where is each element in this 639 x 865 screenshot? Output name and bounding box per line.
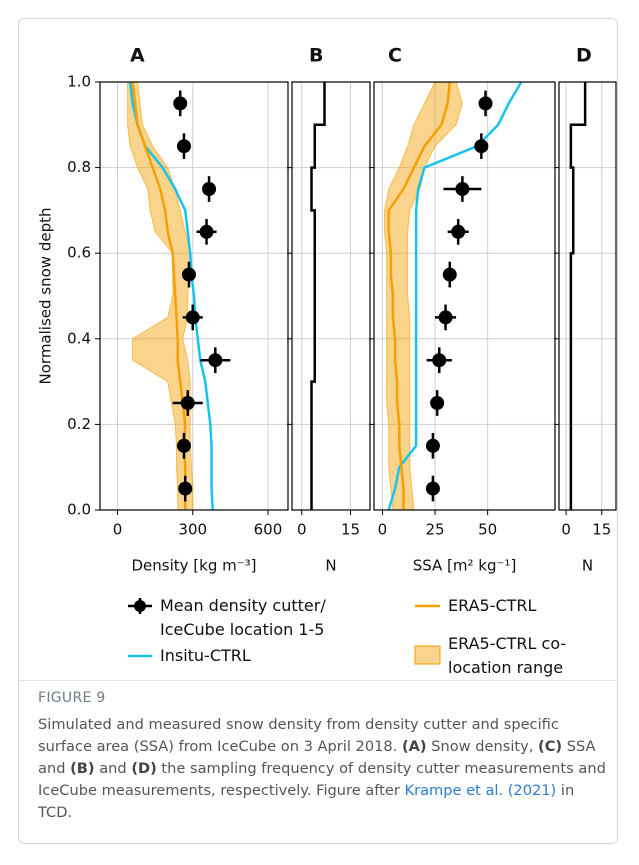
axes-frame <box>99 81 289 511</box>
axes-frame <box>373 81 556 511</box>
x-tick-label: 0 <box>113 521 123 539</box>
y-axis-label: Normalised snow depth <box>37 208 55 385</box>
point <box>176 438 191 453</box>
caption-text: SSA and <box>38 738 596 777</box>
panel-label: D <box>576 45 592 67</box>
profile-line <box>128 82 215 510</box>
y-tick-label: 0.4 <box>67 329 91 347</box>
y-tick-label: 0.8 <box>67 158 91 176</box>
caption-text: the sampling frequency of density cutter… <box>38 760 606 799</box>
axes-frame <box>558 81 617 511</box>
legend-label: Mean density cutter/ IceCube location 1-… <box>160 596 326 639</box>
figure-label: FIGURE 9 <box>38 690 106 706</box>
x-tick-label: 0 <box>378 521 388 539</box>
point <box>430 396 445 410</box>
x-axis-label: SSA [m² kg⁻¹] <box>413 557 517 575</box>
profile-line <box>387 82 452 510</box>
point <box>451 224 466 239</box>
citation-link[interactable]: Krampe et al. (2021) <box>404 782 557 799</box>
y-tick-label: 0.6 <box>67 244 91 262</box>
point <box>185 310 200 325</box>
x-tick-label: 25 <box>425 521 444 539</box>
point <box>208 353 223 368</box>
x-tick-label: 300 <box>178 521 207 539</box>
legend-label: ERA5-CTRL co-location range <box>448 634 567 677</box>
point <box>425 481 440 496</box>
profile-line <box>387 82 523 510</box>
x-tick-label: 15 <box>341 521 360 539</box>
point <box>173 96 188 111</box>
point <box>478 96 493 111</box>
point <box>455 182 470 196</box>
caption-text: in TCD. <box>38 782 575 821</box>
point <box>176 139 191 154</box>
point <box>199 224 214 239</box>
y-tick-label: 0.0 <box>67 501 91 519</box>
caption-ref: (B) <box>70 760 95 777</box>
step-line <box>310 82 326 510</box>
legend-label: ERA5-CTRL <box>448 596 537 615</box>
caption-ref: (A) <box>401 738 427 755</box>
point <box>432 353 447 368</box>
x-tick-label: 15 <box>592 521 611 539</box>
divider <box>19 680 619 681</box>
x-tick-label: 0 <box>297 521 307 539</box>
x-axis-label: Density [kg m⁻³] <box>131 557 256 575</box>
point <box>181 267 196 282</box>
x-axis-label: N <box>325 557 336 575</box>
legend-swatch <box>414 645 441 665</box>
caption-text: Simulated and measured snow density from… <box>38 716 559 755</box>
point <box>438 310 453 325</box>
panel-label: B <box>309 45 323 67</box>
caption-ref: (C) <box>538 738 563 755</box>
figure: 0.0 0.2 0.4 0.6 0.8 1.0 0 300 600 A Density [kg m⁻… <box>37 45 617 665</box>
point <box>474 139 489 154</box>
y-tick-label: 1.0 <box>67 73 91 91</box>
y-tick-label: 0.2 <box>67 415 91 433</box>
card <box>18 18 618 844</box>
axes-frame <box>291 81 371 511</box>
caption-text: Snow density, <box>426 738 539 755</box>
caption-text: and <box>94 760 132 777</box>
point <box>202 182 217 196</box>
x-tick-label: 600 <box>254 521 283 539</box>
point <box>178 481 193 496</box>
caption-ref: (D) <box>131 760 157 777</box>
x-axis-label: N <box>582 557 593 575</box>
point <box>425 438 440 453</box>
point <box>442 267 457 282</box>
legend-label: Insitu-CTRL <box>160 646 251 665</box>
point <box>180 396 195 410</box>
panel-label: C <box>388 45 402 67</box>
panel-label: A <box>130 45 145 67</box>
x-tick-label: 50 <box>478 521 497 539</box>
legend-swatch <box>134 600 146 612</box>
step-line <box>569 82 587 510</box>
caption: Simulated and measured snow density from… <box>38 714 610 824</box>
x-tick-label: 0 <box>561 521 571 539</box>
